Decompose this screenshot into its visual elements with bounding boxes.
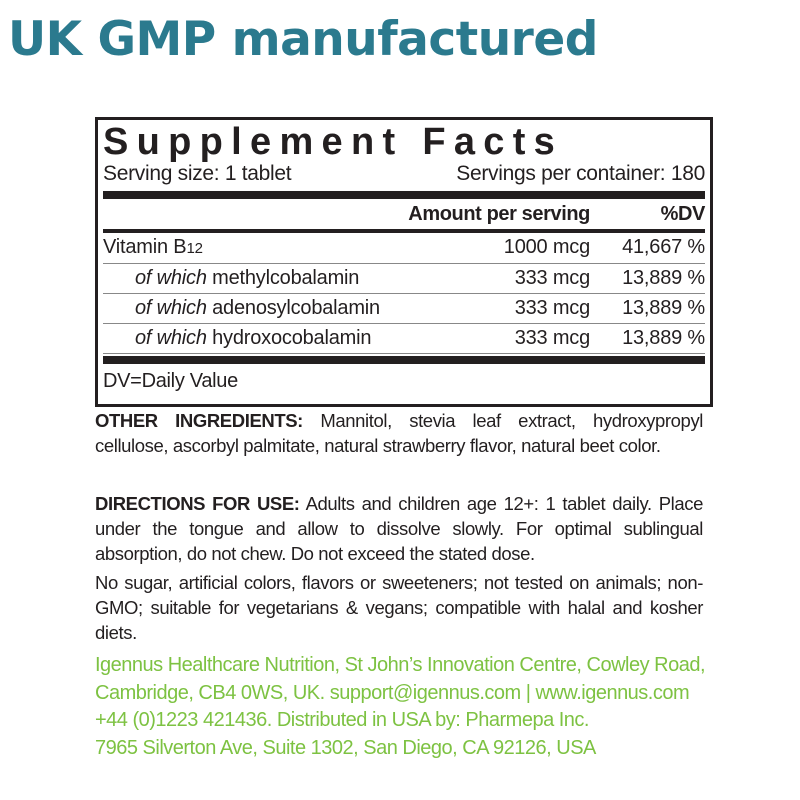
table-row: Vitamin B12 1000 mcg 41,667 %: [103, 233, 705, 264]
nutrient-name: hydroxocobalamin: [206, 327, 372, 349]
contact-line: Cambridge, CB4 0WS, UK. support@igennus.…: [95, 681, 690, 704]
divider-thick: [103, 191, 705, 199]
other-ingredients: OTHER INGREDIENTS: Mannitol, stevia leaf…: [95, 408, 703, 458]
divider-thick: [103, 356, 705, 364]
dv: 13,889 %: [622, 297, 705, 319]
nutrient-name: methylcobalamin: [206, 267, 360, 289]
servings-per-container: Servings per container: 180: [456, 162, 705, 185]
amount: 333 mcg: [514, 297, 591, 319]
dv-footnote: DV=Daily Value: [103, 370, 238, 392]
table-row: of which hydroxocobalamin 333 mcg 13,889…: [103, 324, 705, 354]
amount: 333 mcg: [514, 327, 591, 349]
facts-title: Supplement Facts: [103, 121, 564, 163]
serving-info: Serving size: 1 tablet Servings per cont…: [103, 162, 705, 186]
page-title: UK GMP manufactured: [8, 12, 598, 67]
nutrient-name: adenosylcobalamin: [206, 297, 380, 319]
contact-line: 7965 Silverton Ave, Suite 1302, San Dieg…: [95, 736, 596, 759]
prefix: of which: [135, 267, 207, 289]
table-row: of which methylcobalamin 333 mcg 13,889 …: [103, 264, 705, 294]
contact-line: +44 (0)1223 421436. Distributed in USA b…: [95, 709, 589, 731]
dv: 13,889 %: [622, 327, 705, 349]
nutrient-subscript: 12: [186, 240, 203, 257]
directions: DIRECTIONS FOR USE: Adults and children …: [95, 491, 703, 566]
amount: 1000 mcg: [503, 236, 590, 258]
other-ingredients-label: OTHER INGREDIENTS:: [95, 410, 303, 431]
amount: 333 mcg: [514, 267, 591, 289]
col-amount: Amount per serving: [408, 203, 590, 225]
divider: [103, 229, 705, 233]
claims: No sugar, artificial colors, flavors or …: [95, 572, 703, 643]
table-header: Amount per serving %DV: [103, 199, 705, 229]
prefix: of which: [135, 297, 207, 319]
table-row: of which adenosylcobalamin 333 mcg 13,88…: [103, 294, 705, 324]
prefix: of which: [135, 327, 207, 349]
col-dv: %DV: [660, 203, 706, 225]
nutrient-name: Vitamin B: [103, 236, 187, 258]
contact-line: Igennus Healthcare Nutrition, St John’s …: [95, 654, 706, 676]
contact-info: Igennus Healthcare Nutrition, St John’s …: [95, 652, 715, 762]
directions-text: Adults and children age 12+: 1 tablet da…: [95, 493, 703, 564]
serving-size: Serving size: 1 tablet: [103, 162, 292, 185]
supplement-facts-panel: Supplement Facts Serving size: 1 tablet …: [95, 117, 713, 407]
other-ingredients-text: Mannitol, stevia leaf extract, hydroxypr…: [95, 410, 704, 456]
directions-label: DIRECTIONS FOR USE:: [95, 493, 300, 514]
dv: 41,667 %: [622, 236, 705, 258]
dv: 13,889 %: [622, 267, 705, 289]
